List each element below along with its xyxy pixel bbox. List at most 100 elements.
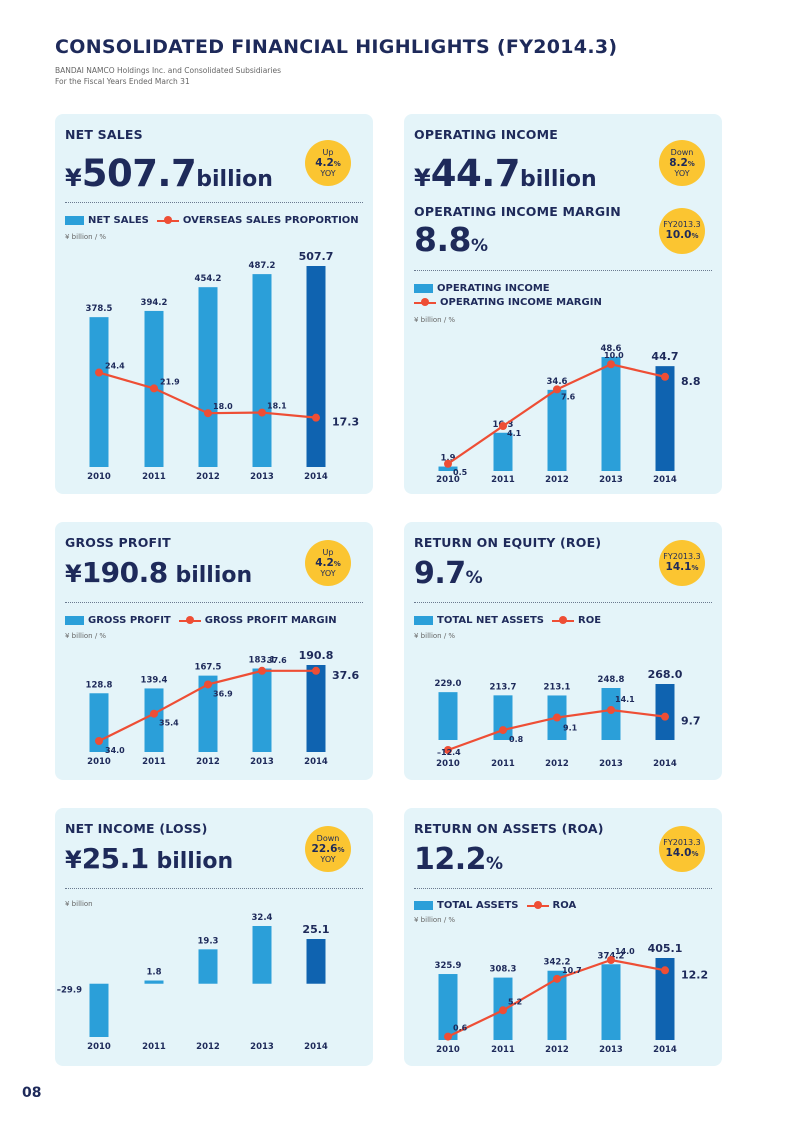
line-value-label: 0.6 bbox=[453, 1024, 468, 1033]
legend-line-marker bbox=[414, 298, 436, 307]
yoy-badge: Up 4.2% YOY bbox=[305, 140, 351, 186]
legend-line-label: OVERSEAS SALES PROPORTION bbox=[182, 214, 359, 226]
line-value-label: 37.6 bbox=[332, 669, 359, 682]
line-value-label: 18.0 bbox=[213, 402, 233, 411]
x-tick-label: 2013 bbox=[250, 757, 274, 767]
x-tick-label: 2010 bbox=[87, 1042, 111, 1052]
line-value-label: 37.6 bbox=[267, 656, 287, 665]
x-tick-label: 2014 bbox=[304, 472, 328, 482]
badge-number: 4.2 bbox=[315, 157, 334, 169]
line-point-2012 bbox=[553, 713, 561, 722]
line-value-label: 10.7 bbox=[562, 966, 582, 975]
page-subtitle-period: For the Fiscal Years Ended March 31 bbox=[55, 77, 190, 86]
line-point-2012 bbox=[553, 385, 561, 394]
line-value-label: 36.9 bbox=[213, 689, 233, 698]
legend-bar-label: OPERATING INCOME bbox=[437, 282, 550, 294]
bar-value-label: 1.8 bbox=[146, 968, 161, 978]
legend-line-label: GROSS PROFIT MARGIN bbox=[204, 614, 337, 626]
divider bbox=[414, 888, 712, 889]
yoy-badge: Up 4.2% YOY bbox=[305, 540, 351, 586]
line-point-2013 bbox=[258, 408, 266, 417]
headline-value: ¥190.8 billion bbox=[65, 556, 252, 589]
bar-value-label: 183.1 bbox=[249, 656, 276, 666]
chart-legend: GROSS PROFIT GROSS PROFIT MARGIN bbox=[65, 613, 337, 627]
headline-number: 507.7 bbox=[81, 152, 197, 195]
x-tick-label: 2010 bbox=[87, 757, 111, 767]
x-tick-label: 2012 bbox=[196, 1042, 220, 1052]
net-sales-chart: 378.5 394.2 454.2 487.2 507.7 24.4 21.9 18.0 18.… bbox=[86, 250, 360, 482]
badge-percent: % bbox=[691, 232, 699, 240]
badge-number: 8.2 bbox=[669, 157, 688, 169]
line-point-2013 bbox=[258, 666, 266, 675]
x-tick-label: 2011 bbox=[142, 757, 166, 767]
x-tick-label: 2011 bbox=[491, 759, 515, 769]
x-tick-label: 2014 bbox=[653, 475, 677, 485]
x-tick-label: 2011 bbox=[491, 1045, 515, 1055]
line-point-2011 bbox=[499, 726, 507, 735]
bar-value-label: 405.1 bbox=[648, 942, 683, 955]
units-label: ¥ billion / % bbox=[414, 632, 456, 640]
line-value-label: 10.0 bbox=[604, 351, 624, 360]
line-value-label: 18.1 bbox=[267, 402, 287, 411]
page-subtitle-company: BANDAI NAMCO Holdings Inc. and Consolida… bbox=[55, 66, 281, 75]
bar-value-label: 44.7 bbox=[651, 350, 678, 363]
yoy-badge: Down 22.6% YOY bbox=[305, 826, 351, 872]
line-point-2010 bbox=[444, 1032, 452, 1041]
badge-yoy: YOY bbox=[320, 569, 336, 578]
bar-value-label: 325.9 bbox=[435, 961, 462, 971]
bar-value-label: 342.2 bbox=[544, 958, 571, 968]
headline-value: 12.2% bbox=[414, 842, 503, 877]
line-point-2011 bbox=[150, 384, 158, 393]
x-tick-label: 2012 bbox=[196, 757, 220, 767]
headline-number: 9.7 bbox=[414, 556, 466, 591]
legend-line-marker bbox=[156, 216, 179, 225]
line-value-label: 9.7 bbox=[681, 715, 701, 728]
bar-2013 bbox=[252, 274, 272, 467]
panel-title: RETURN ON ASSETS (ROA) bbox=[414, 821, 604, 836]
headline-unit: % bbox=[486, 854, 504, 874]
headline-number: 44.7 bbox=[430, 152, 521, 195]
x-tick-label: 2012 bbox=[196, 472, 220, 482]
prior-year-badge: FY2013.3 14.1% bbox=[659, 540, 705, 586]
bar-2012 bbox=[198, 287, 218, 467]
line-point-2010 bbox=[95, 368, 103, 377]
x-tick-label: 2013 bbox=[599, 759, 623, 769]
line-value-label: 0.8 bbox=[509, 735, 524, 744]
currency-symbol: ¥ bbox=[65, 164, 82, 192]
x-tick-label: 2014 bbox=[304, 757, 328, 767]
line-value-label: –12.4 bbox=[437, 748, 461, 757]
panel-gross-profit: GROSS PROFIT ¥190.8 billion Up 4.2% YOY … bbox=[55, 522, 373, 780]
badge-percent: % bbox=[337, 846, 345, 854]
headline-number: 12.2 bbox=[414, 842, 487, 877]
bar-value-label: 507.7 bbox=[299, 250, 334, 263]
x-tick-label: 2013 bbox=[250, 472, 274, 482]
prior-year-badge: FY2013.3 14.0% bbox=[659, 826, 705, 872]
line-point-2010 bbox=[444, 746, 452, 754]
legend-bar-label: NET SALES bbox=[88, 214, 149, 226]
bar-value-label: 167.5 bbox=[195, 663, 222, 673]
panel-title: RETURN ON EQUITY (ROE) bbox=[414, 535, 602, 550]
bar-2012 bbox=[547, 970, 567, 1040]
line-value-label: 9.1 bbox=[563, 724, 578, 733]
badge-percent: % bbox=[687, 160, 695, 168]
badge-value: 8.2% bbox=[659, 158, 705, 169]
panel-title: NET SALES bbox=[65, 127, 143, 142]
x-tick-label: 2013 bbox=[599, 1045, 623, 1055]
bar-2012 bbox=[547, 389, 567, 471]
units-label: ¥ billion / % bbox=[414, 916, 456, 924]
line-point-2012 bbox=[204, 680, 212, 689]
bar-value-label: 139.4 bbox=[141, 675, 168, 685]
x-tick-label: 2014 bbox=[653, 759, 677, 769]
badge-period: FY2013.3 bbox=[663, 552, 701, 561]
bar-value-label: 213.7 bbox=[490, 682, 517, 692]
legend-line-marker bbox=[552, 616, 575, 625]
bar-2013 bbox=[601, 964, 621, 1040]
margin-number: 8.8 bbox=[414, 220, 471, 259]
legend-line-label: ROE bbox=[578, 614, 602, 626]
line-value-label: 24.4 bbox=[105, 362, 125, 371]
gross-profit-chart: 128.8 139.4 167.5 183.1 190.8 34.0 35.4 36.9 37.… bbox=[86, 649, 360, 767]
units-label: ¥ billion / % bbox=[414, 316, 456, 324]
panel-title: NET INCOME (LOSS) bbox=[65, 821, 208, 836]
headline-unit: billion bbox=[156, 849, 234, 874]
line-value-label: 17.3 bbox=[332, 416, 359, 429]
